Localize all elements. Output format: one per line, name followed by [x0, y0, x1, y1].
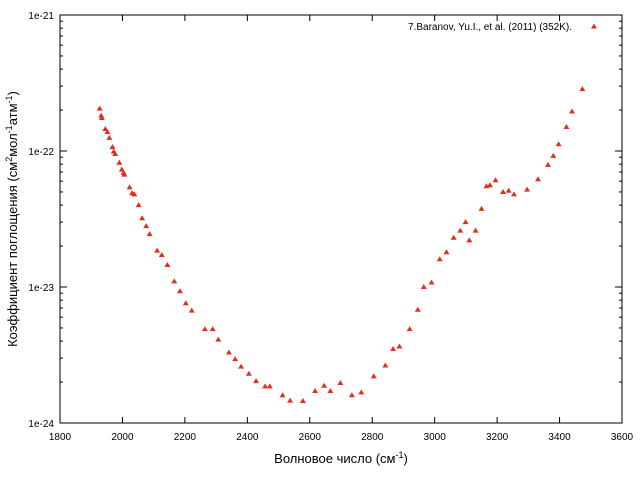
data-point	[154, 247, 161, 253]
data-point	[466, 237, 473, 243]
data-point	[109, 144, 116, 150]
data-point	[443, 249, 450, 255]
data-point	[510, 191, 517, 197]
data-point	[112, 151, 119, 157]
data-point	[146, 231, 153, 237]
data-point	[245, 370, 252, 376]
data-point	[98, 114, 105, 120]
data-point	[96, 105, 103, 111]
data-point	[420, 284, 427, 289]
data-point	[266, 383, 273, 389]
data-point	[299, 398, 306, 404]
data-point	[158, 251, 165, 257]
data-point	[164, 262, 171, 268]
x-tick-label: 2800	[361, 432, 384, 443]
x-tick-label: 1800	[49, 432, 72, 443]
data-point	[118, 166, 125, 172]
data-point	[116, 159, 123, 165]
data-point	[139, 215, 146, 221]
x-axis-ticks: 1800 2000 2200 2400 2600 2800 3000 3200 3400 3600	[49, 15, 634, 443]
data-point	[396, 343, 403, 349]
data-point	[238, 363, 245, 369]
x-tick-label: 3200	[486, 432, 509, 443]
data-point	[188, 307, 195, 313]
data-point	[131, 191, 138, 197]
data-point	[225, 349, 232, 355]
data-point	[500, 188, 507, 194]
x-tick-label: 2000	[111, 432, 134, 443]
data-point	[106, 134, 113, 140]
x-axis-label: Волновое число (см-1)	[274, 450, 408, 466]
data-points	[96, 86, 586, 404]
legend: 7.Baranov, Yu.I., et al. (2011) (352K).	[408, 22, 597, 33]
data-point	[492, 177, 499, 183]
data-point	[176, 288, 183, 294]
data-point	[209, 326, 216, 332]
data-point	[327, 387, 334, 393]
data-point	[98, 112, 105, 118]
data-point	[201, 326, 208, 332]
y-axis-label: Коэффициент поглощения (см2мол-1атм-1)	[4, 91, 20, 347]
legend-entry-label: 7.Baranov, Yu.I., et al. (2011) (352K).	[408, 22, 572, 33]
data-point	[555, 141, 562, 147]
data-point	[550, 152, 557, 158]
y-tick-label: 1e-23	[28, 283, 54, 294]
data-point	[135, 202, 142, 208]
legend-marker-icon	[591, 23, 597, 29]
x-tick-label: 3400	[548, 432, 571, 443]
data-point	[337, 379, 344, 385]
data-point	[535, 176, 542, 182]
data-point	[121, 171, 128, 177]
data-point	[414, 306, 421, 312]
data-point	[428, 279, 435, 285]
data-point	[358, 389, 365, 395]
data-point	[450, 234, 457, 240]
data-point	[472, 227, 479, 233]
data-point	[102, 126, 109, 132]
data-point	[126, 184, 133, 190]
y-tick-label: 1e-24	[28, 419, 54, 430]
data-point	[563, 124, 570, 130]
plot-frame	[59, 14, 623, 424]
data-point	[457, 227, 464, 233]
data-point	[253, 378, 260, 384]
x-tick-label: 2600	[299, 432, 322, 443]
data-point	[171, 278, 178, 284]
data-point	[232, 356, 239, 362]
data-point	[215, 336, 222, 342]
x-tick-label: 3600	[611, 432, 634, 443]
data-point	[486, 182, 493, 188]
x-tick-label: 2200	[174, 432, 197, 443]
data-point	[579, 86, 586, 92]
data-point	[390, 346, 397, 352]
data-point	[262, 383, 269, 389]
data-point	[524, 186, 531, 192]
data-point	[382, 362, 389, 368]
data-point	[505, 187, 512, 193]
y-tick-label: 1e-22	[28, 147, 54, 158]
data-point	[182, 300, 189, 306]
data-point	[104, 128, 111, 134]
data-point	[569, 108, 576, 114]
data-point	[321, 382, 328, 388]
data-point	[370, 373, 377, 379]
data-point	[478, 205, 485, 211]
data-point	[406, 326, 413, 332]
data-point	[545, 161, 552, 167]
data-point	[348, 392, 355, 398]
data-point	[312, 387, 319, 393]
x-tick-label: 2400	[236, 432, 259, 443]
y-axis-ticks: 1e-24 1e-23 1e-22 1e-21	[28, 11, 622, 430]
x-tick-label: 3000	[424, 432, 447, 443]
data-point	[462, 219, 469, 225]
data-point	[279, 392, 286, 398]
data-point	[143, 223, 150, 229]
y-tick-label: 1e-21	[28, 11, 54, 22]
data-point	[287, 397, 294, 403]
data-point	[436, 256, 443, 262]
